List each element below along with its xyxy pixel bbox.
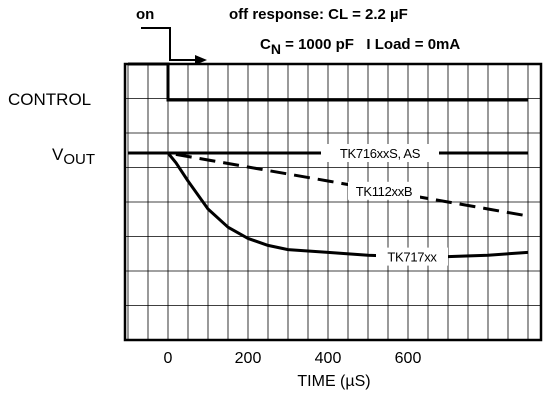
on-step-arrow (141, 27, 198, 61)
chart-title-line1: off response: CL = 2.2 µF (229, 6, 408, 23)
vout-sub: OUT (63, 151, 95, 168)
series-label-tk112xxb: TK112xxB (356, 184, 413, 199)
x-tick-labels: 0 200 400 600 (164, 350, 422, 367)
on-label: on (136, 6, 154, 23)
series-label-box (376, 247, 448, 266)
series-label-box (321, 144, 439, 162)
control-label: CONTROL (8, 90, 91, 109)
series-label-box (348, 181, 420, 200)
grid (125, 64, 541, 340)
x-axis-label: TIME (µS) (297, 373, 370, 390)
x-tick-label: 200 (235, 350, 262, 367)
arrow-head-icon (195, 55, 207, 65)
control-signal-line (128, 62, 528, 102)
cn-symbol: C (260, 36, 271, 53)
series-label-tk717xx: TK717xx (387, 250, 437, 265)
series-line-tk112xxb (128, 151, 529, 218)
x-tick-label: 400 (315, 350, 342, 367)
vout-label: VOUT (52, 145, 95, 168)
series-label-tk716xxs-as: TK716xxS, AS (340, 146, 421, 161)
cn-rest: = 1000 pF I Load = 0mA (281, 36, 460, 53)
chart-title-line2: CN = 1000 pF I Load = 0mA (260, 36, 460, 57)
series-labels: TK716xxS, AS TK112xxB TK717xx (321, 144, 448, 266)
x-tick-label: 600 (395, 350, 422, 367)
x-tick-label: 0 (164, 350, 173, 367)
cn-subscript: N (271, 41, 281, 57)
control-signal (128, 62, 528, 102)
vout-v: V (52, 145, 64, 164)
